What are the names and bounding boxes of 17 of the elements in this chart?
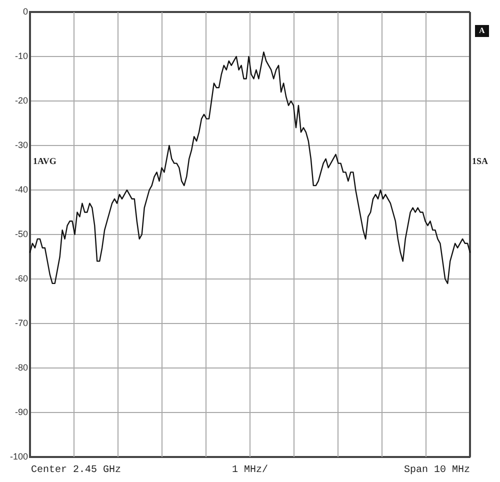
- text: Span 10 MHz: [404, 465, 470, 476]
- y-tick-label: 0: [22, 6, 28, 16]
- text: A: [475, 25, 489, 37]
- y-tick-label: -70: [14, 318, 28, 328]
- annotation: 1AVG: [33, 156, 56, 166]
- y-tick-label: -20: [14, 95, 28, 106]
- text: 1 MHz/: [232, 465, 268, 476]
- y-tick-label: -40: [14, 184, 28, 194]
- y-tick-label: -100: [10, 451, 28, 462]
- y-tick-label: -50: [14, 228, 28, 239]
- y-tick-label: -80: [14, 362, 28, 372]
- text: Center 2.45 GHz: [31, 465, 122, 476]
- y-tick-label: -90: [14, 406, 28, 417]
- y-tick-label: -60: [14, 273, 28, 284]
- y-tick-label: -30: [14, 140, 28, 150]
- y-tick-label: -10: [14, 50, 28, 61]
- text: 1SA: [472, 156, 488, 166]
